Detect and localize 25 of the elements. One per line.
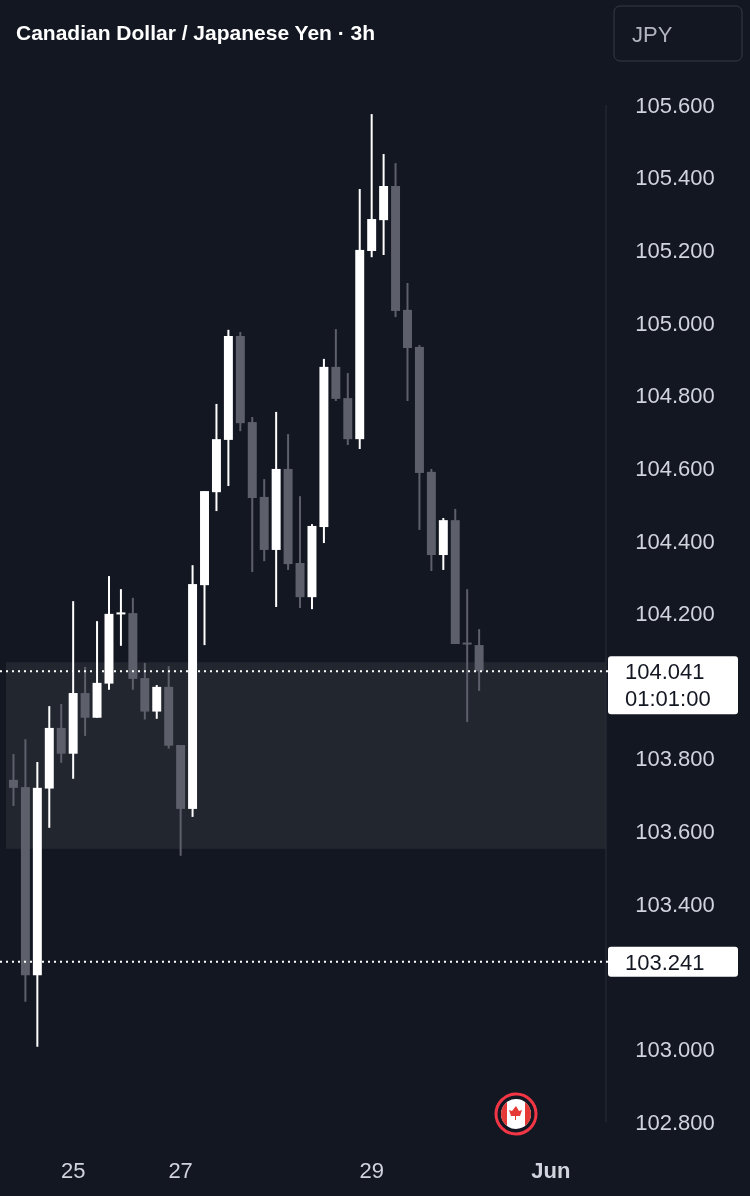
- y-tick-label: 104.800: [635, 383, 715, 409]
- x-tick-label: 27: [168, 1157, 193, 1183]
- candlestick: [462, 588, 472, 724]
- candlestick: [116, 588, 126, 647]
- y-tick-label: 103.600: [635, 819, 715, 845]
- y-tick-label: 104.200: [635, 601, 715, 627]
- ref-line-label: 103.241: [625, 949, 705, 975]
- text: 01:01:00: [625, 685, 711, 711]
- y-tick-label: 104.600: [635, 455, 715, 481]
- y-tick-label: 105.200: [635, 237, 715, 263]
- ref-line-label: 104.041: [625, 658, 705, 684]
- x-tick-label: 25: [60, 1157, 86, 1183]
- y-tick-label: 102.800: [635, 1109, 715, 1135]
- x-tick-label: 29: [359, 1157, 384, 1183]
- x-tick-label: Jun: [531, 1157, 571, 1183]
- chart-title: Canadian Dollar / Japanese Yen · 3h: [16, 21, 376, 45]
- y-tick-label: 103.400: [635, 891, 715, 917]
- y-tick-label: 104.400: [635, 528, 715, 554]
- y-tick-label: 105.000: [635, 310, 715, 336]
- y-tick-label: 103.000: [635, 1037, 715, 1063]
- y-tick-label: 105.400: [635, 165, 715, 191]
- text: JPY: [632, 21, 673, 47]
- y-tick-label: 103.800: [635, 746, 715, 772]
- y-tick-label: 105.600: [635, 92, 715, 118]
- candlestick: [8, 753, 18, 807]
